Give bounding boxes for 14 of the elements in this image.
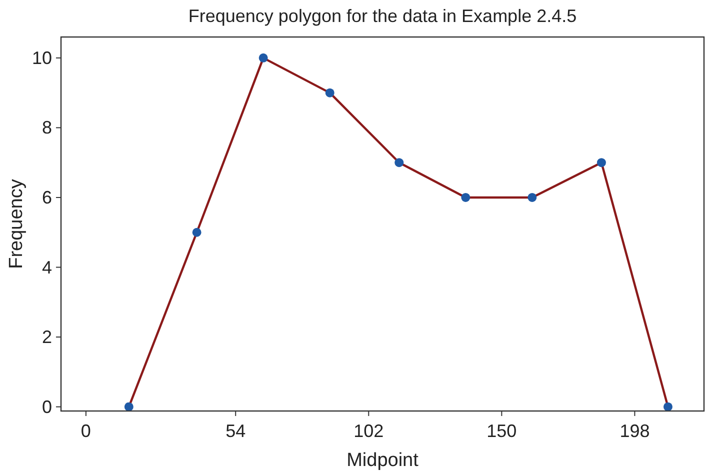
- chart-title: Frequency polygon for the data in Example 2.4.5: [188, 6, 577, 26]
- y-tick-label: 0: [42, 396, 52, 417]
- y-tick-label: 2: [42, 327, 52, 348]
- y-tick-label: 4: [42, 257, 52, 278]
- x-tick-label: 0: [80, 421, 91, 441]
- x-axis-title: Midpoint: [346, 450, 420, 471]
- x-tick-label: 198: [620, 421, 650, 441]
- y-tick-label: 6: [42, 187, 52, 208]
- x-tick-label: 150: [486, 421, 517, 441]
- x-tick-label: 54: [226, 421, 246, 441]
- x-tick-label: 102: [354, 421, 384, 441]
- y-tick-label: 10: [32, 48, 52, 68]
- y-tick-label: 8: [42, 118, 52, 138]
- y-axis-title: Frequency: [6, 178, 27, 269]
